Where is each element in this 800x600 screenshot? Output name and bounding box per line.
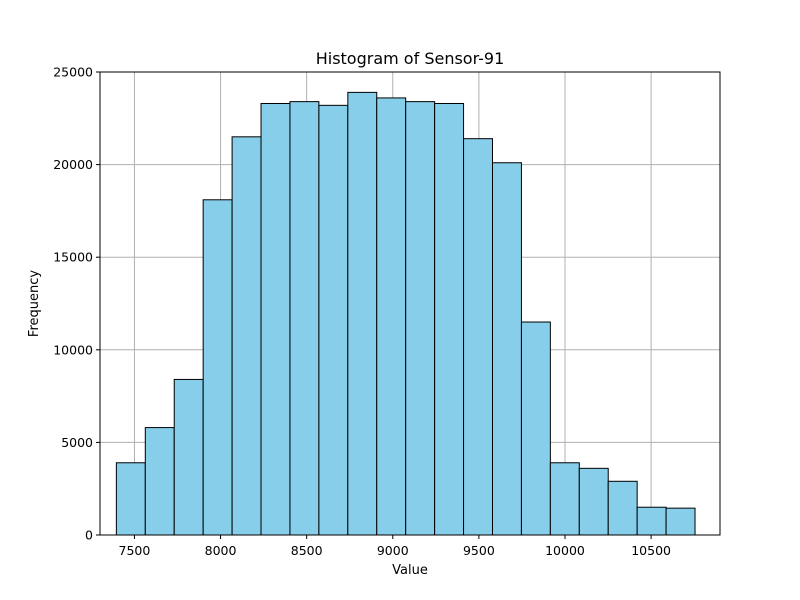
x-axis-ticks: 7500 8000 8500 9000 9500 10000 10500 (119, 535, 671, 558)
x-tick-label: 9500 (463, 543, 495, 558)
histogram-bar (347, 91, 378, 536)
chart-title: Histogram of Sensor-91 (316, 49, 505, 68)
y-tick-label: 20000 (53, 157, 93, 172)
x-tick-label: 8000 (205, 543, 237, 558)
histogram-bar (520, 321, 551, 536)
histogram-bar (289, 101, 320, 536)
x-tick-label: 7500 (119, 543, 151, 558)
histogram-bar (434, 102, 465, 536)
histogram-bar (636, 506, 667, 536)
histogram-bar (144, 427, 175, 536)
histogram-bar (665, 507, 696, 536)
histogram-bar (173, 378, 204, 536)
x-tick-label: 10500 (631, 543, 671, 558)
y-tick-label: 25000 (53, 65, 93, 80)
plot-frame (99, 71, 721, 536)
y-tick-label: 10000 (53, 342, 93, 357)
histogram-bar (115, 462, 146, 536)
y-axis-label: Frequency (27, 270, 42, 337)
y-tick-label: 5000 (61, 435, 93, 450)
x-tick-label: 8500 (291, 543, 323, 558)
histogram-bar (491, 162, 522, 536)
x-tick-label: 9000 (377, 543, 409, 558)
histogram-bar (549, 462, 580, 536)
y-tick-label: 0 (85, 528, 93, 543)
histogram-bar (376, 97, 407, 536)
histogram-bar (463, 138, 493, 536)
histogram-bar (260, 102, 291, 536)
histogram-bar (231, 136, 262, 536)
x-tick-label: 10000 (545, 543, 585, 558)
histogram-bar (202, 199, 233, 536)
x-axis-label: Value (392, 563, 428, 578)
histogram-bar (578, 467, 609, 536)
histogram-bar (607, 480, 638, 536)
histogram-bars (115, 91, 696, 536)
histogram-bar (405, 101, 436, 536)
y-tick-label: 15000 (53, 250, 93, 265)
y-axis-ticks: 0 5000 10000 15000 20000 25000 (53, 65, 100, 543)
histogram-bar (318, 104, 349, 536)
